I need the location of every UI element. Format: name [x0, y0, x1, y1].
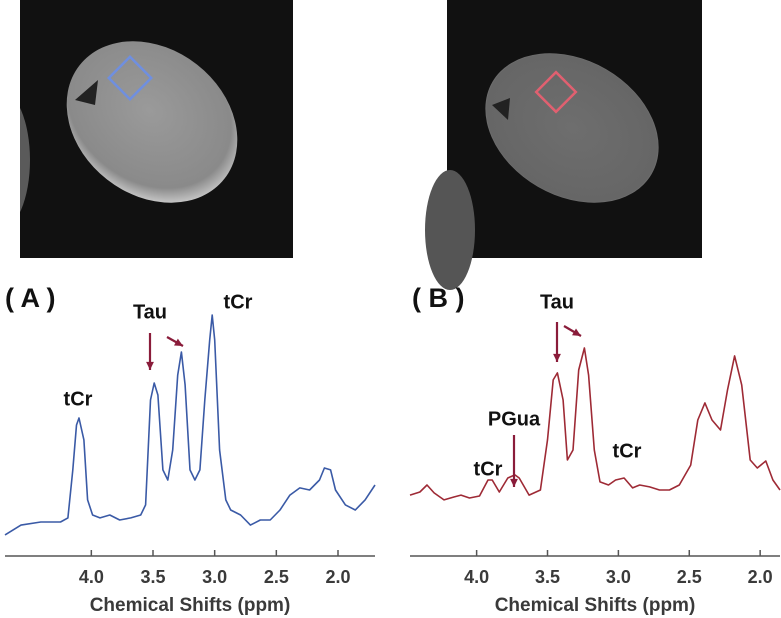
arrow-head	[572, 328, 581, 336]
x-tick-label: 2.5	[264, 567, 289, 587]
x-axis-label: Chemical Shifts (ppm)	[90, 595, 291, 616]
spectrum-line	[409, 347, 781, 501]
x-tick-label: 2.0	[325, 567, 350, 587]
panel-label: ( A )	[5, 283, 55, 313]
arrow-head	[510, 478, 518, 487]
peak-annotation: tCr	[64, 388, 93, 410]
x-tick-label: 2.5	[677, 567, 702, 587]
peak-annotation: Tau	[133, 301, 167, 323]
peak-annotation: tCr	[224, 291, 253, 313]
x-tick-label: 3.0	[606, 567, 631, 587]
x-tick-label: 2.0	[748, 567, 773, 587]
peak-annotation: tCr	[474, 458, 503, 480]
mri-image-b	[425, 0, 702, 290]
x-tick-label: 4.0	[464, 567, 489, 587]
arrow-head	[146, 361, 154, 370]
arrow-head	[174, 338, 183, 346]
peak-annotation: Tau	[540, 291, 574, 313]
x-tick-label: 3.5	[535, 567, 560, 587]
arrow-head	[553, 353, 561, 362]
x-tick-label: 3.0	[202, 567, 227, 587]
peak-annotation: PGua	[488, 408, 541, 430]
spectrum-line	[4, 314, 376, 536]
mri-image-a	[0, 0, 293, 258]
peak-annotation: tCr	[613, 440, 642, 462]
x-tick-label: 4.0	[79, 567, 104, 587]
x-axis-label: Chemical Shifts (ppm)	[495, 595, 696, 616]
x-tick-label: 3.5	[140, 567, 165, 587]
panel-label: ( B )	[412, 283, 464, 313]
